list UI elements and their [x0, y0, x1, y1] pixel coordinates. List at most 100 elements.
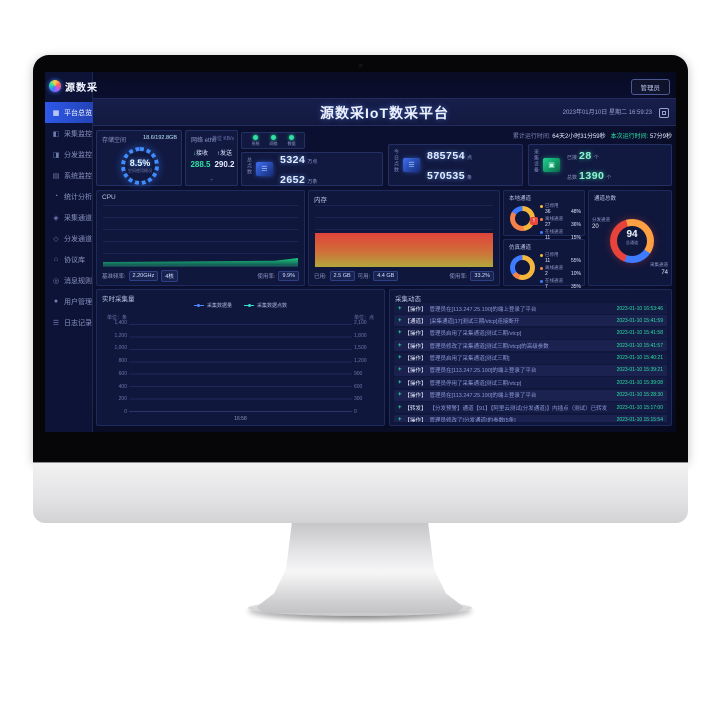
cpu-title: CPU: [102, 194, 116, 201]
cpu-chart: [103, 205, 298, 267]
legend-value-row: 7 35%: [545, 284, 581, 290]
nav-item-icon: ▤: [52, 172, 60, 180]
plus-icon: +: [398, 355, 402, 362]
log-row[interactable]: + 【操作】 管理员停用了采集通道[测试三期/vtcp] 2023-01-10 …: [394, 377, 667, 389]
sidebar-item-user-management[interactable]: ● 用户管理: [45, 291, 93, 312]
legend-value-row: 27 36%: [545, 222, 581, 228]
channel-total-donut: [610, 219, 654, 263]
legend-dot-icon: [540, 217, 543, 221]
plus-icon: +: [398, 392, 402, 399]
activity-log-list: + 【操作】 管理员在[113.247.25.190]的端上登录了平台 2023…: [394, 303, 667, 422]
memory-used-value: 2.5 GB: [329, 271, 355, 281]
memory-usage-label: 使用率:: [449, 274, 468, 280]
axis-tick: 400: [118, 383, 127, 390]
sidebar-item-log-records[interactable]: ☰ 日志记录: [45, 312, 93, 333]
legend-label-row: 离线通道: [540, 216, 581, 222]
log-row[interactable]: + 【操作】 管理员修改了[分发通道]的参数[5条] 2023-01-10 15…: [394, 414, 667, 422]
local-channel-panel: 本地通道 ! 已停用 36 48% 离线通道 27 36% 在线通道 11 15%: [503, 190, 585, 241]
status-dot-group: 数据: [287, 134, 296, 147]
log-row[interactable]: + 【操作】 管理员启用了采集通道[测试三期/vtcp] 2023-01-10 …: [394, 327, 667, 339]
sidebar-item-label: 用户管理: [64, 298, 92, 306]
nav-item-icon: ☰: [52, 319, 60, 327]
sidebar-item-overview[interactable]: ▦ 平台总览: [45, 102, 93, 123]
sidebar-item-dispatch-monitor[interactable]: ◨ 分发监控: [45, 144, 93, 165]
axis-tick: 2,100: [354, 320, 367, 326]
runtime-session-value: 57分9秒: [649, 134, 672, 140]
plus-icon: +: [398, 417, 402, 422]
runtime-session-label: 本次运行时间:: [610, 134, 649, 140]
status-dot-label: 网络: [268, 140, 278, 146]
memory-used-label: 已用:: [314, 274, 327, 280]
log-row[interactable]: + 【通道】 [采集通道]17[测试三期/vtcp]连接断开 2023-01-1…: [394, 315, 667, 327]
today-points-label: 今日点数: [393, 149, 399, 173]
log-timestamp: 2023-01-10 15:41:59: [616, 317, 663, 324]
network-card: 网络 eth0 单位 KB/s ↓接收 288.5 ↑发送 290.2 -: [185, 130, 238, 186]
page-title: 源数采IoT数采平台: [320, 105, 449, 121]
legend-dot-icon: [540, 279, 543, 283]
cpu-footer: 基准频率: 2.20GHz 4核 使用率: 9.9%: [102, 270, 299, 282]
local-channel-donut: [510, 206, 535, 231]
legend-value-row: 11 55%: [545, 258, 581, 264]
axis-tick: 1,400: [114, 320, 127, 326]
legend-dot-icon: [540, 253, 543, 257]
axis-tick: 800: [118, 358, 127, 365]
total-line2: 2652 万条: [280, 174, 318, 186]
axis-tick: 600: [118, 370, 127, 377]
sidebar-item-label: 平台总览: [64, 109, 92, 117]
sidebar-item-collect-channel[interactable]: ◈ 采集通道: [45, 207, 93, 228]
fullscreen-icon[interactable]: [659, 108, 669, 118]
today-line1: 885754 点: [427, 150, 473, 162]
arrow-up-icon: ↑: [216, 151, 220, 157]
sidebar-item-dispatch-channel[interactable]: ◇ 分发通道: [45, 228, 93, 249]
sidebar-item-statistics[interactable]: ◔ 统计分析: [45, 186, 93, 207]
sidebar-item-label: 消息规则: [64, 277, 92, 285]
sim-channel-panel: 仿真通道 已停用 11 55% 离线通道 2 10% 在线通道 7 35%: [503, 239, 585, 290]
channel-total-title: 通道总数: [594, 196, 617, 202]
legend-item: 离线通道 2 10%: [540, 265, 581, 277]
sidebar-item-message-rules[interactable]: ◎ 消息规则: [45, 270, 93, 291]
nav-item-icon: ◧: [52, 130, 60, 138]
storage-caption: 空间使用概况: [127, 168, 153, 173]
status-dot-label: 系统: [250, 140, 260, 146]
axis-tick: 1,200: [114, 332, 127, 339]
axis-tick: 1,800: [354, 332, 367, 339]
right-axis-ticks: 2,100 1,800 1,500 1,200 900 600 300 0: [354, 321, 380, 415]
sidebar-item-protocol-library[interactable]: ⌂ 协议库: [45, 249, 93, 270]
line-marker-icon: [193, 304, 204, 307]
x-axis-tick: 16:58: [234, 416, 247, 422]
log-row[interactable]: + 【操作】 管理员在[113.247.25.190]的端上登录了平台 2023…: [394, 303, 667, 314]
sidebar-item-label: 系统监控: [64, 172, 92, 180]
log-row[interactable]: + 【转发】 【分发预警】通道【91】【阿里云测试(分发通道)】内插点（测试）已…: [394, 402, 667, 414]
sidebar-item-collect-monitor[interactable]: ◧ 采集监控: [45, 123, 93, 144]
log-row[interactable]: + 【操作】 管理员修改了采集通道[测试三期/vtcp]的高级参数 2023-0…: [394, 340, 667, 352]
status-dot-icon: [288, 134, 294, 140]
axis-tick: 0: [354, 408, 357, 415]
log-tag: 【操作】: [404, 418, 427, 422]
admin-user-button[interactable]: 管理员: [630, 79, 670, 95]
send-value: 290.2: [214, 160, 235, 169]
plus-icon: +: [398, 317, 402, 324]
plus-icon: +: [398, 404, 402, 411]
runtime-info: 累计运行时间: 64天2小时31分59秒 本次运行时间: 57分9秒: [513, 131, 672, 140]
log-row[interactable]: + 【操作】 管理员在[113.247.25.190]的端上登录了平台 2023…: [394, 364, 667, 376]
memory-usage-area: [315, 233, 493, 267]
carousel-pager[interactable]: -: [210, 177, 213, 184]
log-tag: 【操作】: [404, 306, 427, 313]
channel-total-panel: 通道总数 94 总通道 分发通道 20 采集通道 74: [588, 190, 672, 286]
webcam-dot: [358, 63, 363, 68]
total-points-card: 总点数 ☰ 5324 万点 2652 万条: [241, 152, 383, 186]
sim-channel-legend: 已停用 11 55% 离线通道 2 10% 在线通道 7 35%: [540, 252, 581, 290]
legend-dot-icon: [540, 204, 543, 208]
axis-tick: 200: [118, 396, 127, 403]
devices-values: 已接 28 个 总数 1390 个: [567, 145, 611, 185]
memory-avail-value: 4.4 GB: [373, 271, 399, 281]
log-row[interactable]: + 【操作】 管理员启用了采集通道[测试三期] 2023-01-10 15:40…: [394, 352, 667, 364]
plus-icon: +: [398, 367, 402, 374]
log-tag: 【操作】: [404, 356, 427, 363]
log-row[interactable]: + 【操作】 管理员在[113.247.25.190]的端上登录了平台 2023…: [394, 389, 667, 401]
runtime-total-value: 64天2小时31分59秒: [552, 134, 606, 140]
local-channel-title: 本地通道: [509, 196, 532, 202]
today-points-card: 今日点数 ☰ 885754 点 570535 条: [388, 144, 523, 186]
alert-badge-icon: !: [530, 217, 538, 225]
sidebar-item-system-monitor[interactable]: ▤ 系统监控: [45, 165, 93, 186]
